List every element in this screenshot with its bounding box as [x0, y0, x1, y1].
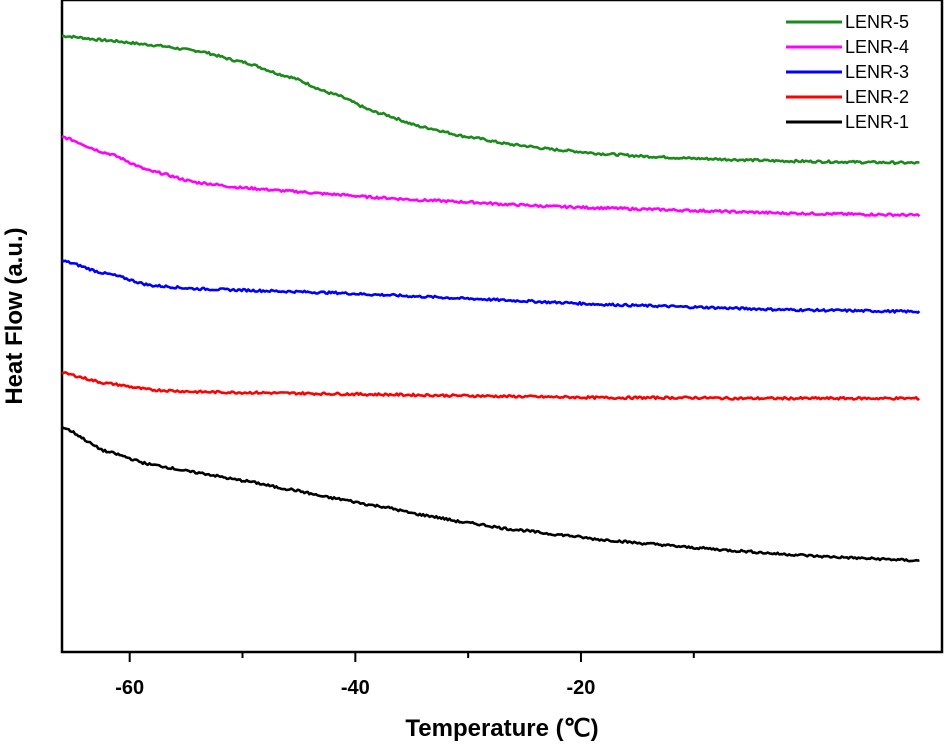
legend-label-lenr-2: LENR-2 [845, 87, 909, 107]
plot-frame [60, 0, 944, 654]
legend-label-lenr-3: LENR-3 [845, 62, 909, 82]
x-tick-label: -60 [115, 677, 144, 699]
series-group [61, 34, 921, 563]
x-tick-label: -20 [567, 677, 596, 699]
series-line-lenr-4 [61, 135, 921, 218]
legend-label-lenr-4: LENR-4 [845, 37, 909, 57]
x-tick-label: -40 [341, 677, 370, 699]
series-line-lenr-2 [61, 371, 920, 401]
x-axis-label: Temperature (℃) [405, 715, 598, 742]
legend: LENR-5 LENR-4 LENR-3 LENR-2 LENR-1 [786, 12, 909, 132]
y-axis-label: Heat Flow (a.u.) [1, 227, 28, 404]
legend-label-lenr-5: LENR-5 [845, 12, 909, 32]
series-line-lenr-1 [61, 425, 920, 563]
x-axis: -60 -40 -20 [115, 652, 695, 699]
series-line-lenr-3 [61, 259, 921, 314]
legend-label-lenr-1: LENR-1 [845, 112, 909, 132]
series-line-lenr-5 [61, 34, 920, 166]
